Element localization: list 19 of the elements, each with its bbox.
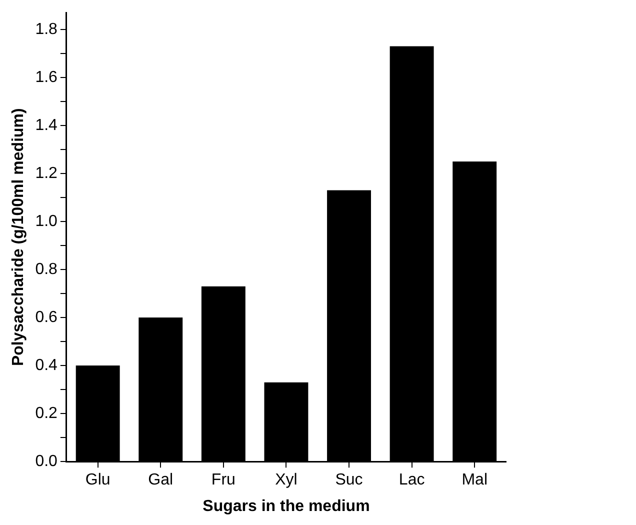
y-tick-label: 0.6 [35, 308, 58, 326]
y-tick-label: 1.0 [35, 212, 58, 230]
x-tick-label: Glu [85, 472, 110, 489]
y-tick-label: 1.6 [35, 68, 58, 86]
y-axis-title: Polysaccharide (g/100ml medium) [10, 108, 28, 366]
y-tick-label: 0.8 [35, 260, 58, 278]
x-tick-label: Mal [462, 472, 488, 489]
y-tick-label: 0.2 [35, 404, 58, 422]
x-tick-label: Suc [335, 472, 363, 489]
x-tick-label: Gal [148, 472, 174, 489]
y-tick-label: 0.0 [35, 453, 58, 470]
x-tick-label: Fru [211, 472, 236, 489]
x-tick-label: Lac [398, 472, 425, 489]
y-tick-label: 1.8 [35, 20, 58, 38]
y-tick-label: 0.4 [35, 356, 58, 374]
x-axis-title: Sugars in the medium [202, 498, 370, 515]
y-tick-label: 1.2 [35, 164, 58, 182]
y-tick-label: 1.4 [35, 116, 58, 134]
x-tick-label: Xyl [275, 472, 298, 489]
